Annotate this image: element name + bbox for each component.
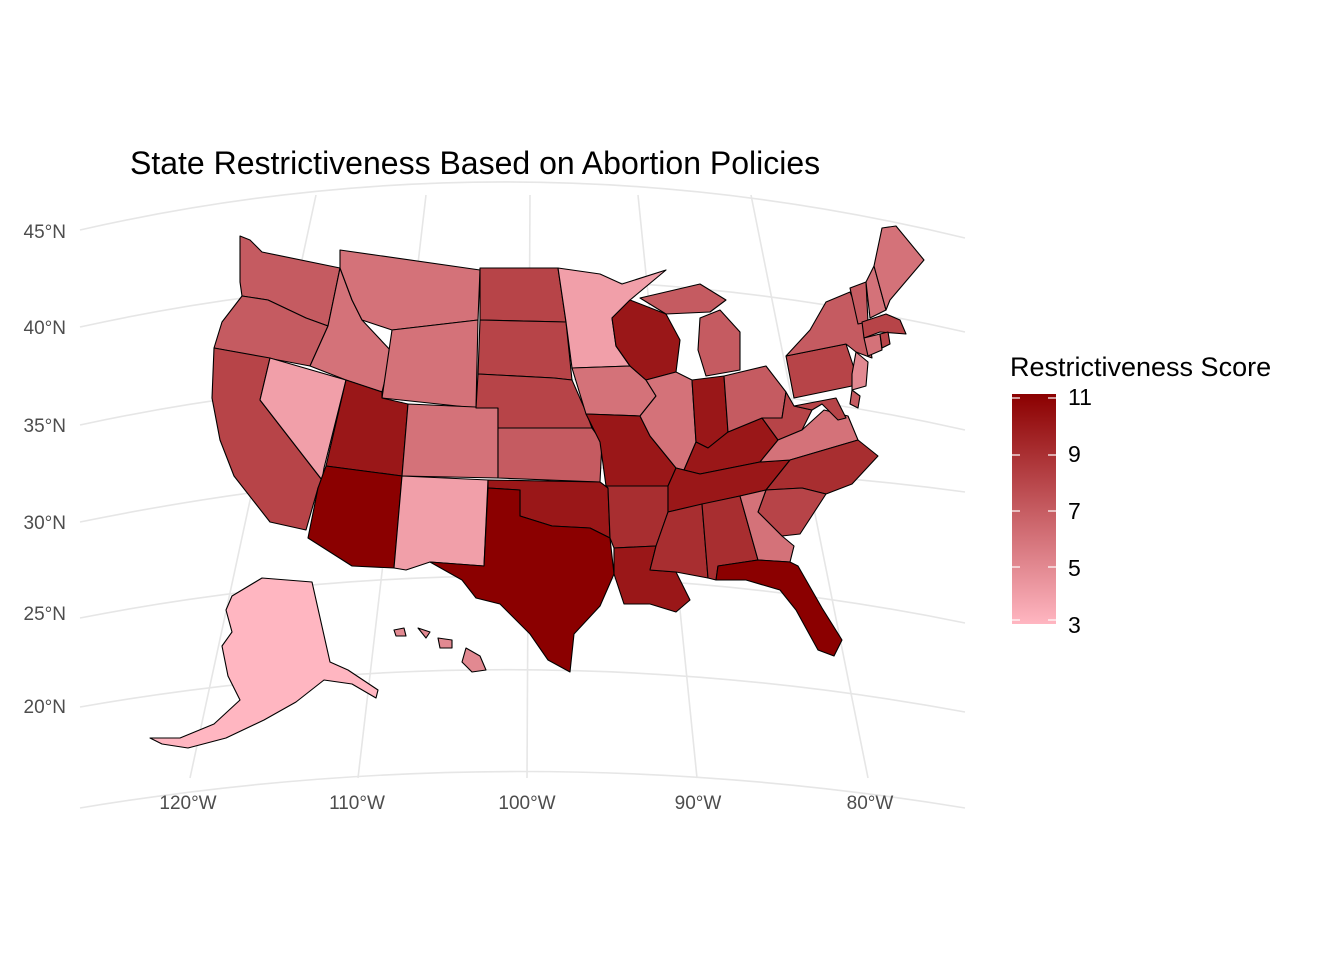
lat-label: 40°N	[24, 318, 66, 339]
state-NM	[393, 475, 489, 571]
state-WY	[381, 319, 479, 409]
graticule-lat-20	[79, 668, 966, 713]
legend-label: 11	[1068, 384, 1092, 410]
lon-label: 120°W	[159, 793, 216, 814]
lat-axis-labels: 45°N 40°N 35°N 30°N 25°N 20°N	[24, 222, 66, 718]
state-TX	[429, 487, 615, 673]
lon-label: 80°W	[847, 793, 894, 814]
legend-label: 7	[1068, 498, 1081, 524]
graticule-lat-45	[79, 181, 966, 239]
lon-label: 100°W	[498, 793, 555, 814]
state-KS	[497, 427, 603, 483]
legend-label: 3	[1068, 612, 1081, 638]
chart-title: State Restrictiveness Based on Abortion …	[130, 145, 820, 181]
state-AZ	[307, 465, 403, 569]
lat-label: 20°N	[24, 697, 66, 718]
lon-label: 90°W	[675, 793, 722, 814]
lat-label: 25°N	[24, 604, 66, 625]
legend-colorbar	[1012, 394, 1056, 624]
graticule-lat-15	[79, 770, 966, 809]
state-ME	[873, 225, 925, 311]
state-MI	[639, 283, 741, 377]
lat-label: 30°N	[24, 513, 66, 534]
state-CT	[863, 333, 883, 357]
state-CO	[401, 403, 499, 479]
legend-title: Restrictiveness Score	[1010, 352, 1271, 382]
lon-label: 110°W	[329, 793, 385, 814]
states-layer	[149, 225, 925, 749]
lat-label: 35°N	[24, 416, 66, 437]
state-FL	[715, 559, 843, 657]
lat-label: 45°N	[24, 222, 66, 243]
state-NJ	[851, 351, 869, 391]
legend: Restrictiveness Score 11 9 7 5 3	[1010, 352, 1271, 638]
state-MT	[339, 249, 481, 331]
state-AK	[149, 577, 379, 749]
state-SD	[477, 319, 573, 381]
state-RI	[879, 331, 891, 349]
legend-label: 9	[1068, 441, 1081, 467]
legend-label: 5	[1068, 555, 1081, 581]
state-MD	[793, 397, 847, 421]
state-DE	[849, 389, 861, 409]
lon-axis-labels: 120°W 110°W 100°W 90°W 80°W	[159, 793, 893, 814]
state-HI	[393, 627, 487, 673]
state-ND	[479, 267, 567, 323]
